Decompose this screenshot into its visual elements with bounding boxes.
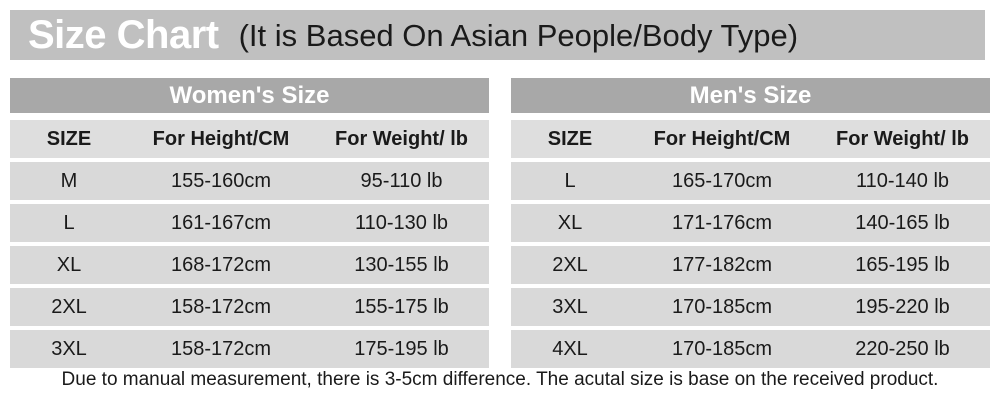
cell-height: 158-172cm: [170, 296, 272, 318]
cell-weight: 110-140 lb: [855, 170, 950, 192]
column-header-height: For Height/CM: [152, 128, 290, 150]
womens-table-header: Women's Size: [10, 78, 489, 113]
cell-size: 3XL: [51, 338, 87, 360]
cell-height: 161-167cm: [170, 212, 272, 234]
column-header-size: SIZE: [547, 128, 593, 150]
cell-size: 3XL: [552, 296, 588, 318]
column-header-weight: For Weight/ lb: [335, 128, 468, 150]
cell-weight: 110-130 lb: [354, 212, 449, 234]
mens-table-header: Men's Size: [511, 78, 990, 113]
table-row: XL 168-172cm 130-155 lb: [10, 246, 489, 284]
cell-size: 4XL: [552, 338, 588, 360]
cell-height: 158-172cm: [170, 338, 272, 360]
cell-weight: 220-250 lb: [855, 338, 950, 360]
cell-height: 165-170cm: [671, 170, 773, 192]
womens-column-header-row: SIZE For Height/CM For Weight/ lb: [10, 120, 489, 158]
footer-note: Due to manual measurement, there is 3-5c…: [0, 370, 1000, 390]
cell-height: 170-185cm: [671, 338, 773, 360]
table-row: 4XL 170-185cm 220-250 lb: [511, 330, 990, 368]
cell-weight: 165-195 lb: [855, 254, 950, 276]
cell-height: 155-160cm: [170, 170, 272, 192]
cell-height: 168-172cm: [170, 254, 272, 276]
table-row: 3XL 158-172cm 175-195 lb: [10, 330, 489, 368]
table-row: 2XL 158-172cm 155-175 lb: [10, 288, 489, 326]
cell-weight: 140-165 lb: [855, 212, 950, 234]
cell-size: M: [60, 170, 78, 192]
table-row: XL 171-176cm 140-165 lb: [511, 204, 990, 242]
womens-size-table: Women's Size SIZE For Height/CM For Weig…: [10, 78, 489, 372]
table-row: 2XL 177-182cm 165-195 lb: [511, 246, 990, 284]
mens-table-title: Men's Size: [689, 81, 812, 109]
cell-weight: 175-195 lb: [354, 338, 449, 360]
cell-size: XL: [557, 212, 583, 234]
cell-weight: 195-220 lb: [855, 296, 950, 318]
cell-weight: 130-155 lb: [354, 254, 449, 276]
table-row: L 161-167cm 110-130 lb: [10, 204, 489, 242]
cell-weight: 95-110 lb: [360, 170, 443, 192]
column-header-weight: For Weight/ lb: [836, 128, 969, 150]
mens-size-table: Men's Size SIZE For Height/CM For Weight…: [511, 78, 990, 372]
cell-size: 2XL: [552, 254, 588, 276]
table-row: L 165-170cm 110-140 lb: [511, 162, 990, 200]
womens-table-title: Women's Size: [169, 81, 330, 109]
size-tables-container: Women's Size SIZE For Height/CM For Weig…: [10, 78, 990, 372]
cell-weight: 155-175 lb: [354, 296, 449, 318]
page-title: Size Chart: [28, 13, 219, 57]
page-subtitle: (It is Based On Asian People/Body Type): [238, 17, 799, 53]
cell-size: XL: [56, 254, 82, 276]
mens-column-header-row: SIZE For Height/CM For Weight/ lb: [511, 120, 990, 158]
title-bar: Size Chart (It is Based On Asian People/…: [10, 10, 985, 60]
cell-size: L: [63, 212, 75, 234]
cell-height: 177-182cm: [671, 254, 773, 276]
cell-height: 171-176cm: [671, 212, 773, 234]
table-row: 3XL 170-185cm 195-220 lb: [511, 288, 990, 326]
column-header-height: For Height/CM: [653, 128, 791, 150]
table-row: M 155-160cm 95-110 lb: [10, 162, 489, 200]
measurement-disclaimer: Due to manual measurement, there is 3-5c…: [61, 369, 939, 390]
column-header-size: SIZE: [46, 128, 92, 150]
cell-size: 2XL: [51, 296, 87, 318]
cell-size: L: [564, 170, 576, 192]
cell-height: 170-185cm: [671, 296, 773, 318]
